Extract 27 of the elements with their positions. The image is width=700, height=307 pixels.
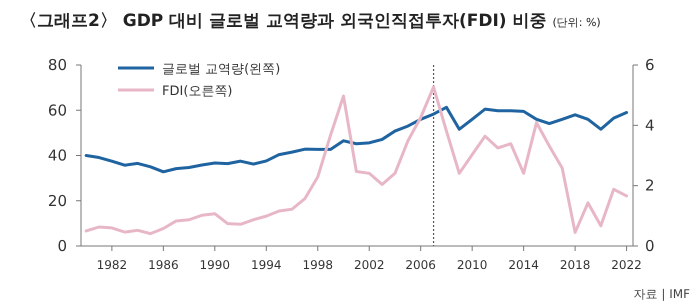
- x-tick-label: 1994: [251, 258, 282, 272]
- y2-tick-label: 4: [645, 116, 655, 134]
- x-tick-label: 2022: [611, 258, 642, 272]
- y-tick-label: 80: [48, 56, 67, 74]
- y-tick-label: 20: [48, 192, 67, 210]
- x-tick-label: 1990: [200, 258, 230, 272]
- y2-tick-label: 2: [645, 176, 655, 195]
- line-series: [84, 106, 628, 174]
- chart-title: 〈그래프2〉 GDP 대비 글로벌 교역량과 외국인직접투자(FDI) 비중: [20, 11, 546, 31]
- text: 자료 | IMF: [634, 287, 690, 301]
- x-tick-label: 2006: [405, 258, 436, 272]
- y2-tick-label: 0: [645, 237, 655, 255]
- x-tick-label: 2010: [456, 258, 488, 272]
- x-tick-label: 1986: [148, 258, 179, 272]
- x-tick-label: 1998: [302, 258, 334, 272]
- y-tick-label: 60: [48, 101, 67, 120]
- y-tick-label: 0: [57, 237, 67, 255]
- line-series: [84, 86, 628, 236]
- x-tick-label: 2002: [354, 258, 384, 272]
- legend-label: 글로벌 교역량(왼쪽): [162, 62, 280, 77]
- x-tick-label: 2018: [560, 258, 590, 272]
- y-tick-label: 40: [48, 146, 67, 164]
- x-tick-label: 2014: [508, 258, 539, 272]
- legend-label: FDI(오른쪽): [162, 84, 232, 99]
- x-tick-label: 1982: [96, 258, 128, 272]
- y2-tick-label: 6: [645, 56, 655, 74]
- chart-subtitle: (단위: %): [552, 16, 601, 29]
